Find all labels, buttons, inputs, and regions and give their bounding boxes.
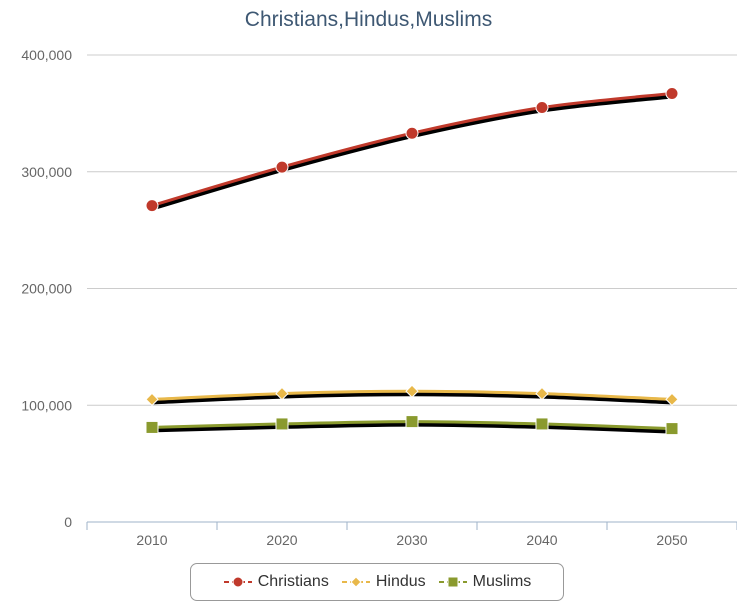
x-tick-label: 2030 xyxy=(396,532,427,548)
legend: Christians Hindus Muslims xyxy=(190,563,564,601)
legend-symbol-icon xyxy=(223,576,252,588)
data-point xyxy=(275,386,289,401)
data-point xyxy=(405,126,419,140)
legend-marker xyxy=(232,576,244,588)
legend-symbol-icon xyxy=(341,576,370,588)
axes: 0 100,000 200,000 300,000 400,000 2010 2020 203… xyxy=(21,47,737,548)
data-point xyxy=(405,384,419,398)
data-point xyxy=(535,417,549,431)
legend-marker xyxy=(447,576,459,588)
series-lines xyxy=(145,87,679,436)
legend-item-muslims[interactable]: Muslims xyxy=(438,573,532,591)
data-point xyxy=(145,420,159,434)
series-hindus xyxy=(145,384,679,407)
y-tick-label: 300,000 xyxy=(21,164,72,180)
x-tick-label: 2010 xyxy=(136,532,167,548)
series-line xyxy=(151,92,673,208)
data-point xyxy=(535,386,549,401)
legend-label: Christians xyxy=(257,573,329,590)
y-tick-label: 400,000 xyxy=(21,47,72,63)
legend-symbol-icon xyxy=(438,576,467,588)
data-point xyxy=(275,160,289,174)
data-point xyxy=(145,199,159,213)
grid-lines xyxy=(87,54,737,406)
data-point xyxy=(275,417,289,431)
series-shadow xyxy=(151,94,673,211)
legend-item-hindus[interactable]: Hindus xyxy=(341,573,426,591)
x-tick-label: 2040 xyxy=(526,532,557,548)
y-tick-label: 200,000 xyxy=(21,281,72,297)
y-tick-label: 0 xyxy=(64,514,72,530)
data-point xyxy=(665,392,679,407)
legend-label: Muslims xyxy=(472,573,532,590)
line-chart: 0 100,000 200,000 300,000 400,000 2010 2020 203… xyxy=(21,47,737,548)
data-point xyxy=(665,87,679,101)
x-tick-label: 2020 xyxy=(266,532,297,548)
chart-title: Christians,Hindus,Muslims xyxy=(244,8,493,31)
data-point xyxy=(535,101,549,115)
legend-label: Hindus xyxy=(375,573,426,590)
x-tick-label: 2050 xyxy=(656,532,687,548)
data-point xyxy=(665,422,679,436)
legend-marker xyxy=(350,576,362,588)
data-point xyxy=(145,392,159,407)
legend-item-christians[interactable]: Christians xyxy=(223,573,329,591)
data-point xyxy=(405,415,419,429)
series-christians xyxy=(145,87,679,213)
y-tick-label: 100,000 xyxy=(21,397,72,413)
series-muslims xyxy=(145,415,679,436)
